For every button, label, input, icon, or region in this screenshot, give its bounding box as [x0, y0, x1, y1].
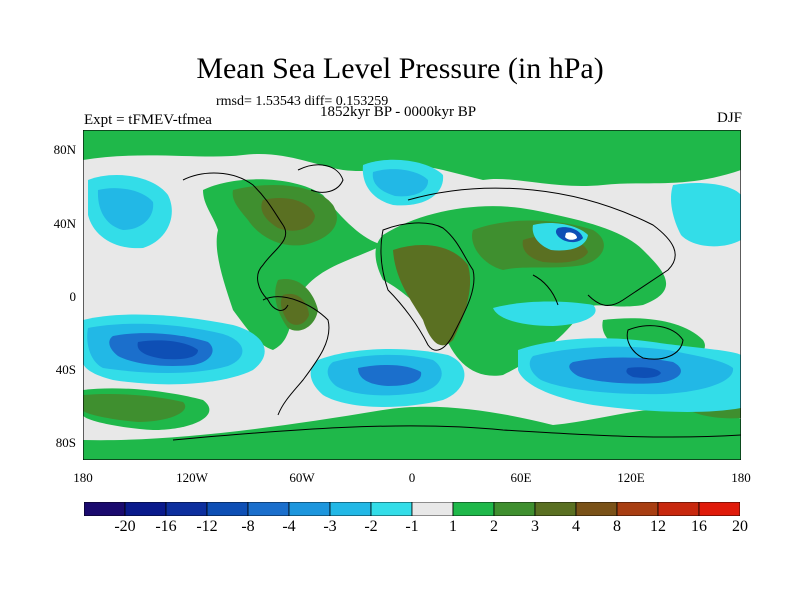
lon-label: 60E: [510, 470, 532, 485]
anomaly-neutral-center: [565, 232, 577, 240]
colorbar-tick-label: 16: [691, 518, 707, 535]
experiment-label: Expt = tFMEV-tfmea: [84, 112, 212, 128]
colorbar-swatch: [575, 502, 618, 516]
colorbar-swatch: [411, 502, 454, 516]
colorbar-tick-label: -16: [155, 518, 177, 535]
pressure-map: [83, 130, 741, 460]
colorbar-tick-label: 2: [490, 518, 498, 535]
lon-label: 0: [408, 470, 416, 485]
lat-label: 40N: [53, 216, 76, 231]
colorbar-tick-label: 1: [449, 518, 457, 535]
colorbar-swatch: [84, 502, 126, 516]
colorbar-tick-label: 3: [531, 518, 539, 535]
colorbar-swatch: [698, 502, 740, 516]
colorbar-tick-label: 12: [650, 518, 666, 535]
lon-label: 60W: [289, 470, 315, 485]
map-title: Mean Sea Level Pressure (in hPa): [196, 52, 604, 85]
colorbar-swatch: [616, 502, 659, 516]
colorbar-swatch: [288, 502, 331, 516]
colorbar-swatch: [657, 502, 700, 516]
lon-label: 180: [73, 470, 93, 485]
lat-label: 80S: [55, 435, 76, 450]
lon-label: 120E: [617, 470, 645, 485]
colorbar-swatch: [329, 502, 372, 516]
colorbar-swatch: [206, 502, 249, 516]
lat-label: 40S: [55, 362, 76, 377]
lon-label: 180: [731, 470, 751, 485]
season-label: DJF: [716, 110, 742, 126]
colorbar-tick-label: -4: [282, 518, 296, 535]
coastlines: [172, 164, 741, 441]
colorbar-tick-label: -20: [114, 518, 136, 535]
colorbar-tick-label: -1: [405, 518, 419, 535]
colorbar-tick-label: -2: [364, 518, 378, 535]
colorbar-swatch: [452, 502, 495, 516]
colorbar-swatch: [165, 502, 208, 516]
colorbar-tick-label: 4: [572, 518, 580, 535]
colorbar-swatch: [124, 502, 167, 516]
colorbar-swatch: [534, 502, 577, 516]
stats-text: rmsd= 1.53543 diff= 0.153259: [216, 94, 389, 109]
colorbar-tick-label: 8: [613, 518, 621, 535]
colorbar-tick-label: -8: [241, 518, 255, 535]
period-label: 1852kyr BP - 0000kyr BP: [320, 104, 477, 120]
colorbar-swatch: [493, 502, 536, 516]
colorbar-tick-label: -3: [323, 518, 337, 535]
lon-label: 120W: [176, 470, 208, 485]
colorbar-swatch: [247, 502, 290, 516]
lat-label: 0: [69, 289, 77, 304]
lat-label: 80N: [53, 142, 76, 157]
colorbar-tick-label: -12: [196, 518, 218, 535]
colorbar: [84, 502, 740, 516]
colorbar-tick-label: 20: [732, 518, 748, 535]
colorbar-swatch: [370, 502, 413, 516]
